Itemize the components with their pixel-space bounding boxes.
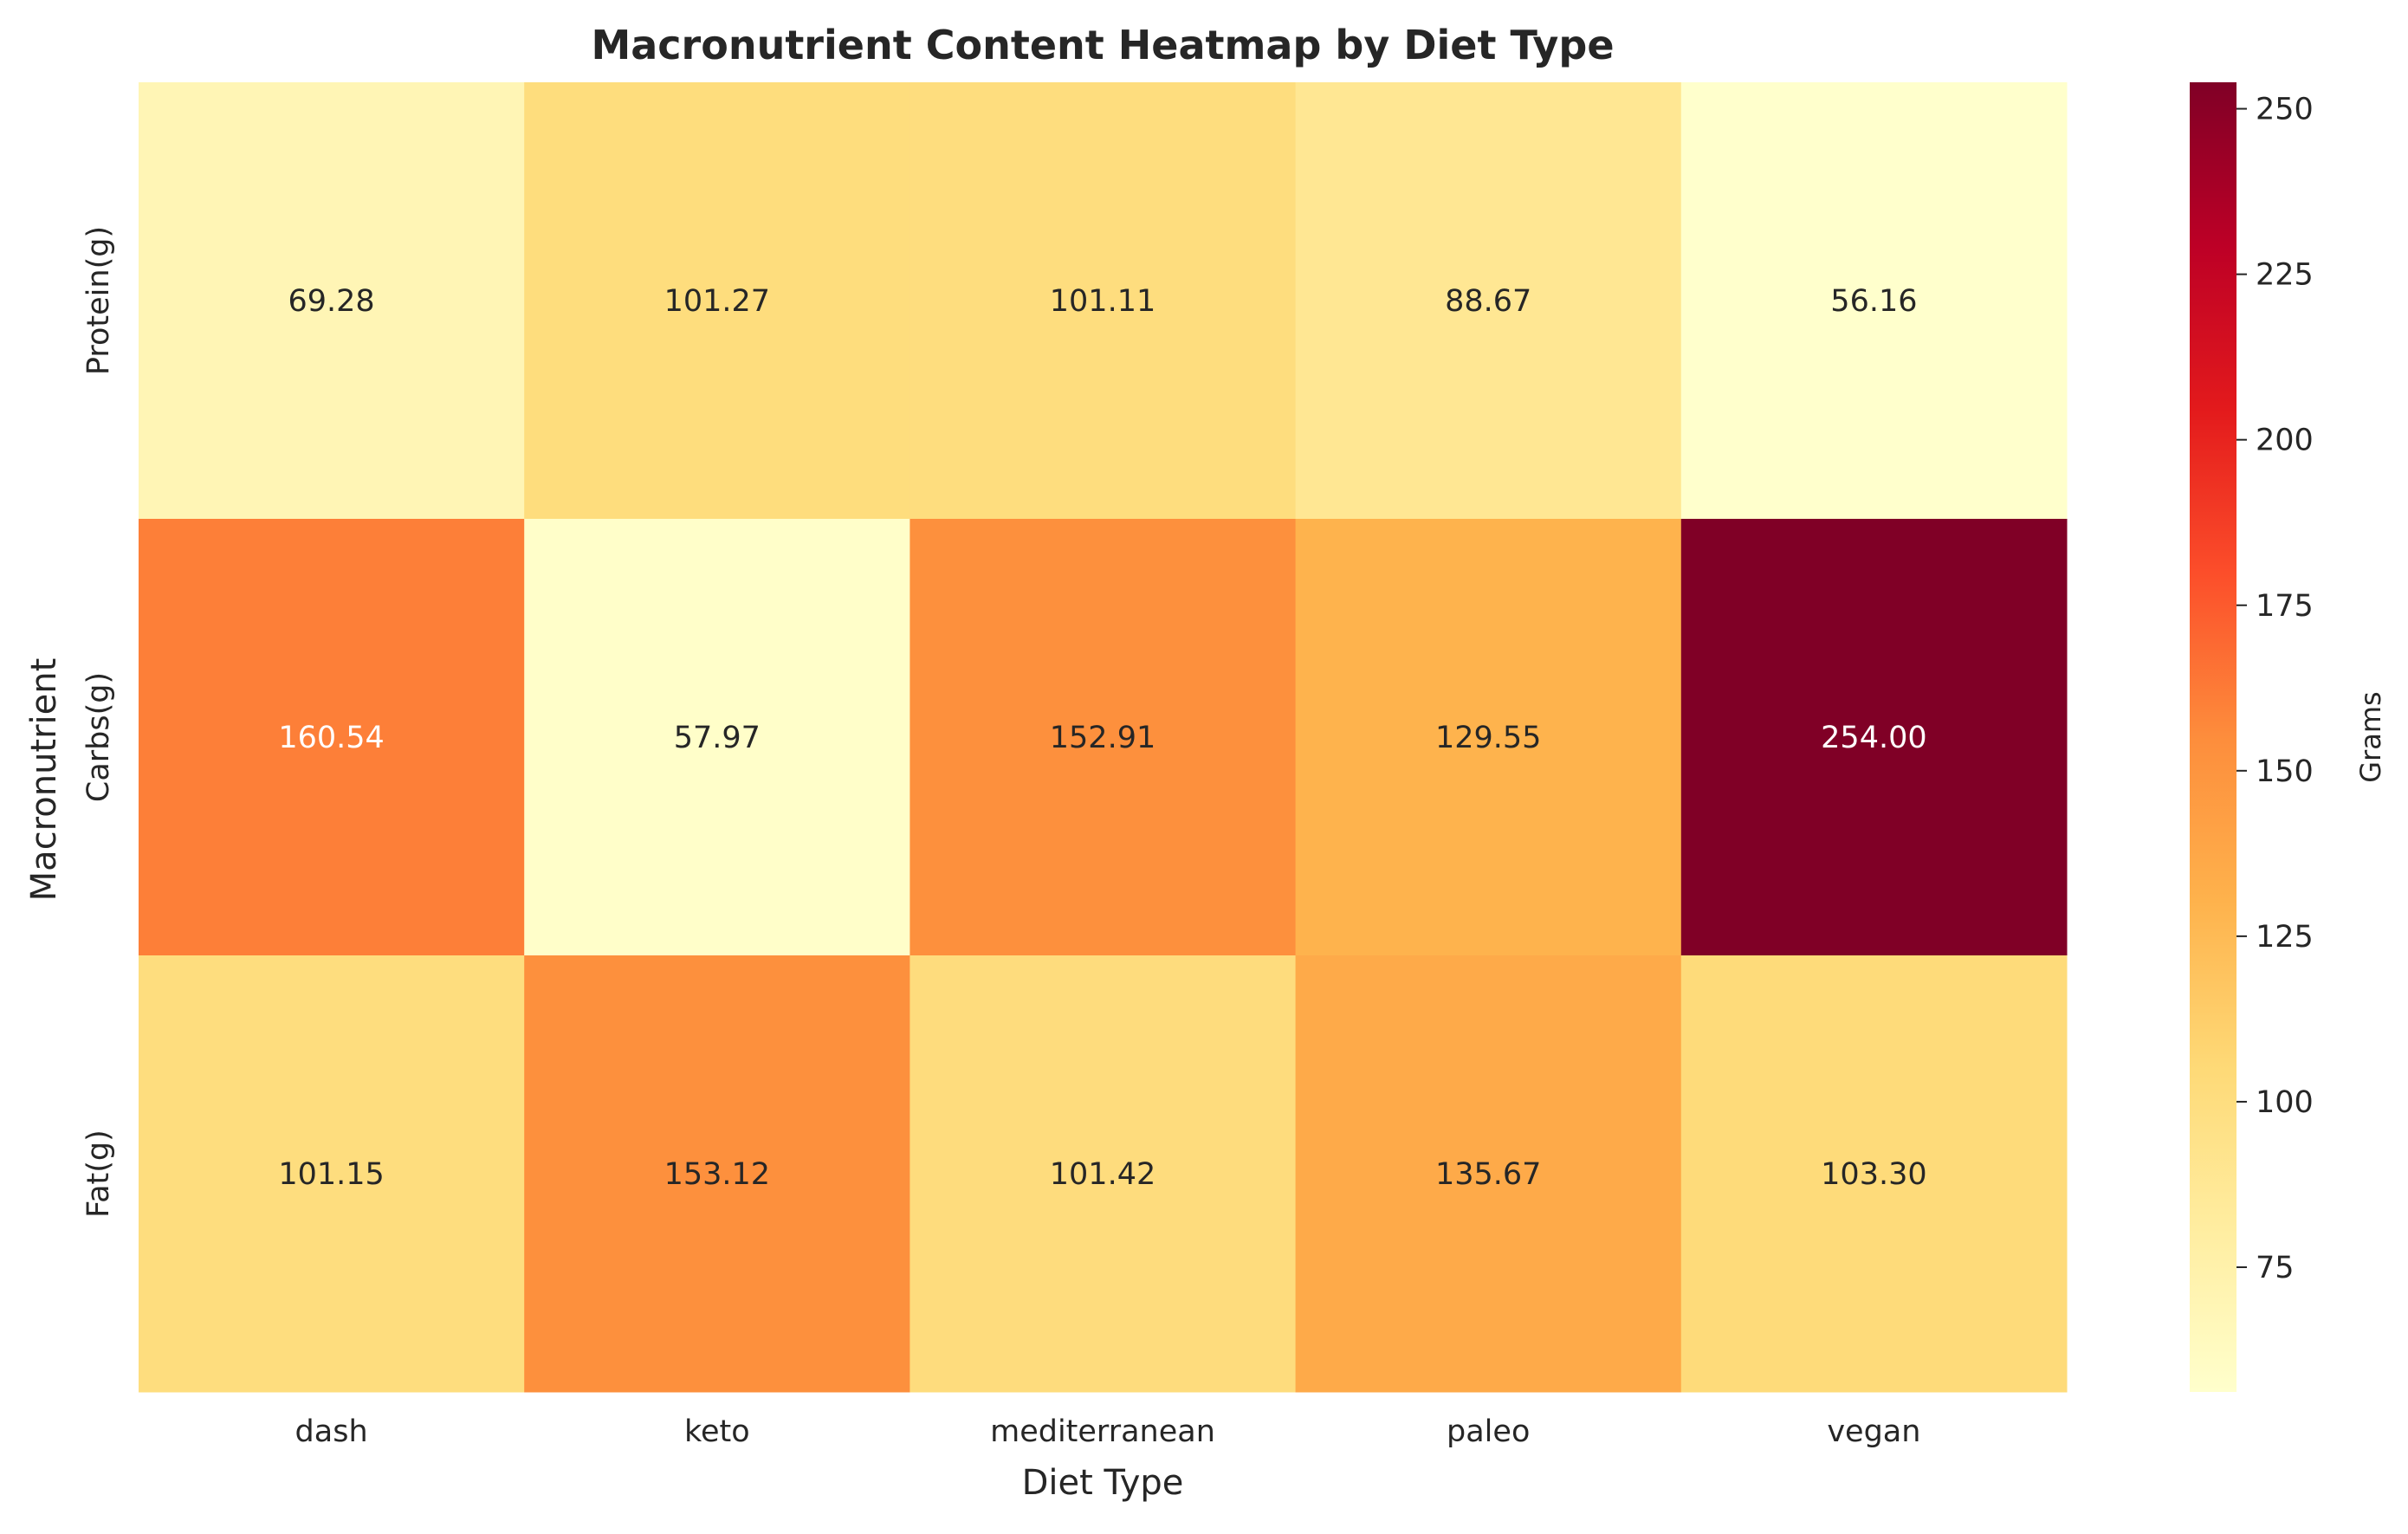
x-tick-label: dash <box>295 1414 368 1449</box>
x-tick-label: paleo <box>1447 1414 1530 1449</box>
heatmap-cell <box>524 519 910 956</box>
heatmap-cells <box>139 82 2068 1393</box>
heatmap-cell-label: 135.67 <box>1435 1157 1541 1192</box>
colorbar-tick-label: 200 <box>2256 424 2314 458</box>
y-axis-tick-labels: Protein(g) Carbs(g) Fat(g) <box>81 226 116 1218</box>
heatmap-cell <box>1295 519 1682 956</box>
heatmap-cell-label: 153.12 <box>664 1157 770 1192</box>
heatmap-cell-label: 57.97 <box>674 721 761 755</box>
heatmap-cell <box>1680 82 2068 520</box>
colorbar-tick-label: 125 <box>2256 920 2314 955</box>
heatmap-cell-label: 101.27 <box>664 284 770 319</box>
chart-title: Macronutrient Content Heatmap by Diet Ty… <box>591 22 1614 68</box>
heatmap-cell-label: 129.55 <box>1435 721 1541 755</box>
x-axis-label: Diet Type <box>1022 1463 1184 1503</box>
y-tick-label: Protein(g) <box>81 226 116 375</box>
colorbar-tick-label: 225 <box>2256 258 2314 293</box>
heatmap-cell <box>909 519 1297 956</box>
x-tick-label: mediterranean <box>990 1414 1215 1449</box>
y-tick-label: Fat(g) <box>81 1129 116 1218</box>
heatmap-cell <box>139 955 525 1393</box>
colorbar-tick-label: 75 <box>2256 1251 2295 1285</box>
colorbar-tick-label: 150 <box>2256 754 2314 789</box>
colorbar-label: Grams <box>2354 691 2387 782</box>
colorbar-tick-label: 250 <box>2256 93 2314 127</box>
heatmap-cell-label: 160.54 <box>278 721 384 755</box>
heatmap-cell-label: 254.00 <box>1821 721 1926 755</box>
x-tick-label: keto <box>684 1414 750 1449</box>
heatmap-cell-label: 88.67 <box>1445 284 1531 319</box>
heatmap-cell-label: 152.91 <box>1050 721 1155 755</box>
heatmap-cell-label: 101.11 <box>1050 284 1155 319</box>
heatmap-cell-label: 56.16 <box>1830 284 1917 319</box>
heatmap-cell-label: 101.15 <box>278 1157 384 1192</box>
colorbar-tick-label: 100 <box>2256 1085 2314 1120</box>
heatmap-cell <box>524 955 910 1393</box>
x-tick-label: vegan <box>1827 1414 1920 1449</box>
colorbar-ticks: 75 100 125 150 175 200 225 250 <box>2236 93 2314 1285</box>
heatmap-cell <box>1680 519 2068 956</box>
heatmap-cell <box>139 82 525 520</box>
heatmap-cell-label: 69.28 <box>288 284 374 319</box>
colorbar-tick-label: 175 <box>2256 589 2314 624</box>
heatmap-cell-label: 103.30 <box>1821 1157 1926 1192</box>
heatmap-cell <box>909 82 1297 520</box>
colorbar <box>2190 82 2236 1392</box>
heatmap-cell <box>1295 955 1682 1393</box>
heatmap-cell <box>139 519 525 956</box>
heatmap-cell <box>524 82 910 520</box>
heatmap-cell-labels: 69.28 101.27 101.11 88.67 56.16 160.54 57.97 15… <box>278 284 1926 1192</box>
y-axis-label: Macronutrient <box>24 658 64 902</box>
x-axis-tick-labels: dash keto mediterranean paleo vegan <box>295 1414 1921 1449</box>
heatmap-cell <box>1295 82 1682 520</box>
heatmap-cell-label: 101.42 <box>1050 1157 1155 1192</box>
heatmap-cell <box>1680 955 2068 1393</box>
y-tick-label: Carbs(g) <box>81 672 116 802</box>
heatmap-cell <box>909 955 1297 1393</box>
